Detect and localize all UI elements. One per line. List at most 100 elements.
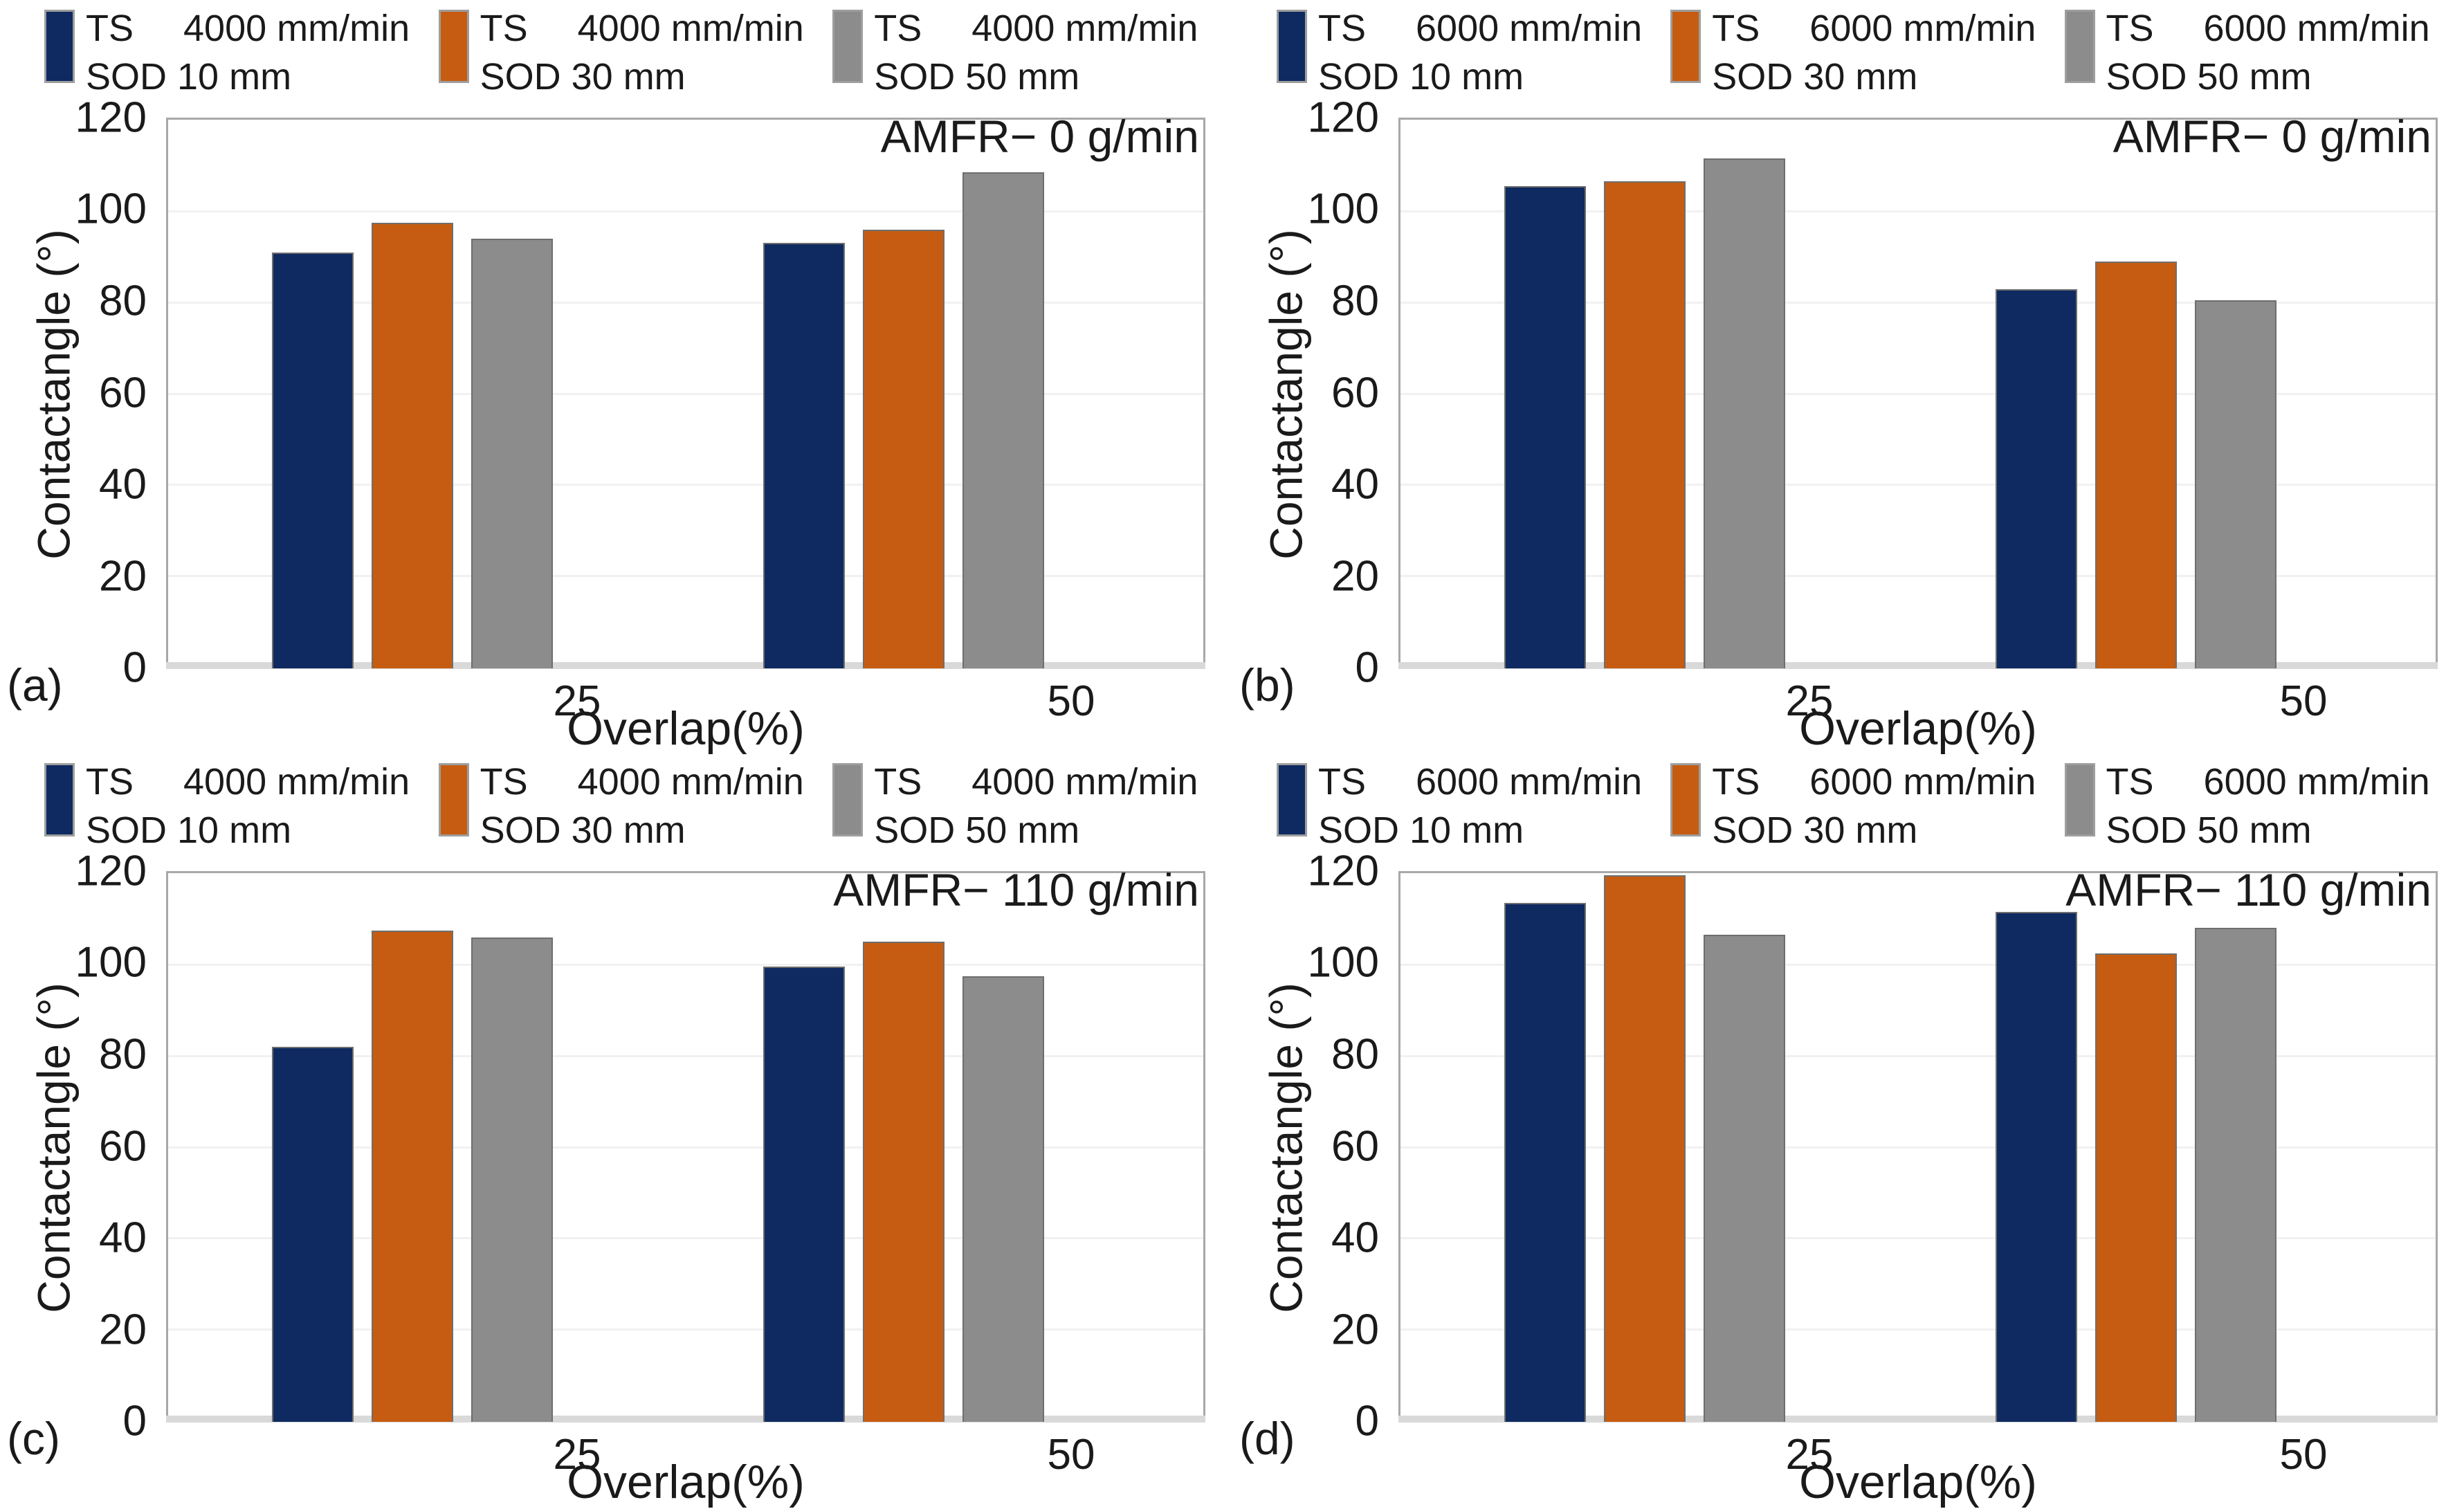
x-axis-line (166, 1416, 1205, 1423)
y-tick-label: 0 (1355, 1397, 1379, 1445)
gridline (168, 392, 1203, 395)
bar (1703, 935, 1785, 1422)
bar (1996, 912, 2078, 1422)
plot-area: AMFR− 0 g/min (166, 111, 1205, 669)
bar-group-overlap-25 (1504, 120, 1785, 668)
gridline (1400, 574, 2436, 577)
gridline (168, 1054, 1203, 1057)
y-tick-label: 120 (75, 93, 147, 142)
x-tick-label: 50 (2279, 1431, 2328, 1479)
panel-letter: (d) (1239, 1413, 1295, 1464)
bar (1603, 181, 1686, 668)
gridline (1400, 1236, 2436, 1239)
gridline (1400, 301, 2436, 304)
legend-item: TS 4000 mm/min SOD 30 mm (438, 758, 833, 854)
legend-sod-label: SOD 30 mm (480, 810, 686, 852)
y-tick-label: 40 (99, 1214, 147, 1262)
y-axis-tick-labels: 0 20 40 60 80 100 120 (0, 94, 147, 692)
x-axis-title: Overlap(%) (1799, 702, 2037, 755)
bar (271, 1047, 354, 1422)
y-axis-tick-labels: 0 20 40 60 80 100 120 (0, 848, 147, 1445)
legend-sod-label: SOD 10 mm (86, 56, 292, 98)
legend-ts-label: TS (1318, 761, 1367, 803)
legend-item: TS 4000 mm/min SOD 10 mm (44, 758, 439, 854)
gridline (168, 1146, 1203, 1149)
legend-sod-label: SOD 50 mm (2106, 56, 2312, 98)
legend-ts-label: TS (480, 8, 528, 49)
legend-swatch-icon (1670, 10, 1701, 83)
legend-ts-label: TS (480, 761, 528, 803)
x-axis-title: Overlap(%) (1799, 1456, 2037, 1508)
legend-ts-label: TS (1318, 8, 1367, 49)
legend-sod-label: SOD 50 mm (874, 810, 1080, 852)
y-tick-label: 0 (122, 1397, 147, 1445)
legend-swatch-icon (1277, 763, 1307, 836)
y-tick-label: 40 (99, 460, 147, 509)
legend-speed-label: 4000 mm/min (971, 761, 1198, 803)
legend-sod-label: SOD 10 mm (1318, 56, 1524, 98)
x-tick-label: 25 (553, 677, 601, 725)
x-tick-label: 50 (1047, 1431, 1095, 1479)
y-tick-label: 120 (1307, 847, 1379, 895)
legend-speed-label: 4000 mm/min (971, 8, 1198, 49)
y-tick-label: 80 (1331, 277, 1379, 325)
y-axis-tick-labels: 0 20 40 60 80 100 120 (1232, 848, 1379, 1445)
y-tick-label: 80 (99, 277, 147, 325)
panel-letter: (c) (7, 1413, 60, 1464)
panel-a: TS 4000 mm/min SOD 10 mm TS 4000 mm/min SO… (0, 0, 1232, 755)
annotation-amfr: AMFR− 110 g/min (833, 864, 1199, 915)
legend-item: TS 6000 mm/min SOD 50 mm (2064, 758, 2458, 854)
panel-letter: (a) (7, 659, 63, 711)
gridline (168, 964, 1203, 967)
legend-item: TS 6000 mm/min SOD 30 mm (1670, 758, 2064, 854)
y-tick-label: 120 (75, 847, 147, 895)
panel-letter: (b) (1239, 659, 1295, 711)
y-tick-label: 20 (99, 552, 147, 600)
legend-sod-label: SOD 30 mm (480, 56, 686, 98)
x-axis-line (1398, 1416, 2438, 1423)
gridline (168, 210, 1203, 213)
legend: TS 4000 mm/min SOD 10 mm TS 4000 mm/min SO… (44, 758, 1227, 854)
legend-speed-label: 6000 mm/min (2203, 8, 2430, 49)
bar (962, 976, 1045, 1422)
legend-ts-label: TS (86, 761, 134, 803)
legend-ts-label: TS (874, 8, 922, 49)
bar (2195, 928, 2277, 1422)
y-tick-label: 60 (1331, 369, 1379, 417)
bar-group-overlap-25 (1504, 873, 1785, 1422)
bar (371, 222, 453, 668)
legend: TS 4000 mm/min SOD 10 mm TS 4000 mm/min SO… (44, 4, 1227, 101)
y-tick-label: 100 (1307, 938, 1379, 987)
legend-ts-label: TS (86, 8, 134, 49)
legend-ts-label: TS (1712, 8, 1760, 49)
bar (1996, 289, 2078, 668)
gridline (1400, 392, 2436, 395)
legend-item: TS 6000 mm/min SOD 10 mm (1277, 4, 1670, 101)
gridline (1400, 210, 2436, 213)
legend-item: TS 4000 mm/min SOD 10 mm (44, 4, 439, 101)
bar (1504, 185, 1586, 668)
gridline (1400, 964, 2436, 967)
x-axis-title: Overlap(%) (567, 1456, 805, 1508)
bar (962, 172, 1045, 668)
bar (863, 942, 945, 1422)
legend-item: TS 4000 mm/min SOD 50 mm (832, 758, 1227, 854)
legend-speed-label: 6000 mm/min (1809, 8, 2036, 49)
bar (2195, 300, 2277, 668)
gridline (1400, 1054, 2436, 1057)
y-tick-label: 80 (1331, 1030, 1379, 1079)
legend-ts-label: TS (1712, 761, 1760, 803)
legend-sod-label: SOD 30 mm (1712, 810, 1918, 852)
legend-swatch-icon (1670, 763, 1701, 836)
annotation-amfr: AMFR− 0 g/min (2112, 111, 2431, 162)
annotation-amfr: AMFR− 0 g/min (880, 111, 1199, 162)
plot-area: AMFR− 0 g/min (1398, 111, 2438, 669)
y-tick-label: 20 (99, 1306, 147, 1353)
legend: TS 6000 mm/min SOD 10 mm TS 6000 mm/min SO… (1277, 758, 2458, 854)
x-tick-label: 25 (1785, 1431, 1834, 1479)
legend-speed-label: 6000 mm/min (1416, 761, 1643, 803)
legend: TS 6000 mm/min SOD 10 mm TS 6000 mm/min SO… (1277, 4, 2458, 101)
legend-swatch-icon (438, 763, 469, 836)
bar (271, 252, 354, 668)
